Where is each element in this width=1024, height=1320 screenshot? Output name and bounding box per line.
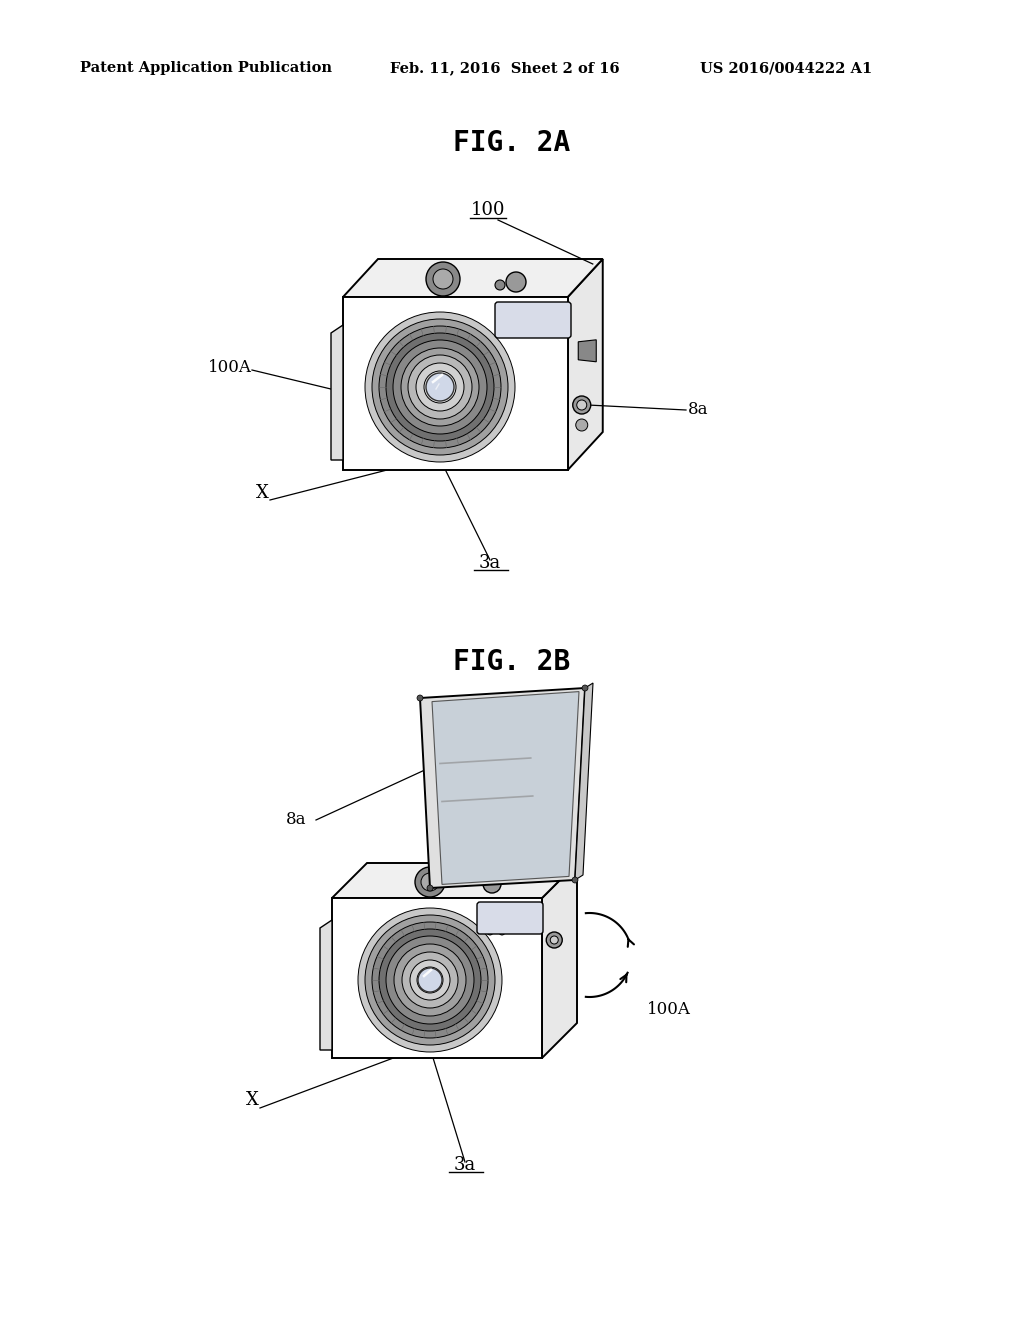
Circle shape bbox=[519, 326, 526, 334]
Polygon shape bbox=[579, 339, 596, 362]
FancyBboxPatch shape bbox=[477, 902, 543, 935]
Circle shape bbox=[483, 875, 501, 894]
Circle shape bbox=[372, 921, 488, 1038]
Circle shape bbox=[417, 968, 443, 993]
Polygon shape bbox=[343, 259, 603, 297]
Circle shape bbox=[418, 968, 442, 993]
Circle shape bbox=[572, 396, 591, 414]
Circle shape bbox=[499, 929, 505, 935]
Circle shape bbox=[379, 326, 501, 447]
Polygon shape bbox=[331, 325, 343, 459]
Text: 100: 100 bbox=[459, 717, 494, 735]
Polygon shape bbox=[332, 863, 577, 898]
Circle shape bbox=[424, 371, 456, 403]
Circle shape bbox=[358, 908, 502, 1052]
Text: 8a: 8a bbox=[688, 401, 709, 418]
Polygon shape bbox=[432, 692, 579, 884]
Circle shape bbox=[365, 915, 495, 1045]
Circle shape bbox=[506, 272, 526, 292]
Text: 100A: 100A bbox=[646, 1002, 690, 1019]
Circle shape bbox=[372, 319, 508, 455]
Text: X: X bbox=[256, 484, 268, 502]
Circle shape bbox=[386, 936, 474, 1024]
Text: FIG. 2A: FIG. 2A bbox=[454, 129, 570, 157]
Circle shape bbox=[415, 867, 445, 898]
Polygon shape bbox=[542, 863, 577, 1059]
Circle shape bbox=[426, 374, 454, 401]
Text: US 2016/0044222 A1: US 2016/0044222 A1 bbox=[700, 61, 872, 75]
Circle shape bbox=[410, 960, 450, 1001]
Text: Feb. 11, 2016  Sheet 2 of 16: Feb. 11, 2016 Sheet 2 of 16 bbox=[390, 61, 620, 75]
Polygon shape bbox=[319, 920, 332, 1049]
Circle shape bbox=[379, 929, 481, 1031]
Text: Patent Application Publication: Patent Application Publication bbox=[80, 61, 332, 75]
Circle shape bbox=[487, 929, 493, 935]
Circle shape bbox=[417, 696, 423, 701]
Circle shape bbox=[546, 932, 562, 948]
Circle shape bbox=[393, 341, 487, 434]
Circle shape bbox=[427, 884, 433, 891]
Circle shape bbox=[386, 333, 494, 441]
Circle shape bbox=[495, 280, 505, 290]
Circle shape bbox=[394, 944, 466, 1016]
Circle shape bbox=[577, 400, 587, 411]
FancyBboxPatch shape bbox=[495, 302, 571, 338]
Circle shape bbox=[575, 418, 588, 432]
Polygon shape bbox=[343, 297, 567, 470]
Polygon shape bbox=[420, 688, 585, 888]
Circle shape bbox=[402, 952, 458, 1008]
Text: 3a: 3a bbox=[479, 554, 501, 572]
Text: 3a: 3a bbox=[454, 1156, 476, 1173]
Circle shape bbox=[505, 326, 512, 334]
Circle shape bbox=[582, 685, 588, 690]
Text: FIG. 2B: FIG. 2B bbox=[454, 648, 570, 676]
Circle shape bbox=[365, 312, 515, 462]
Text: X: X bbox=[246, 1092, 258, 1109]
Polygon shape bbox=[575, 682, 593, 880]
Circle shape bbox=[421, 873, 439, 891]
Circle shape bbox=[550, 936, 558, 944]
Circle shape bbox=[572, 876, 578, 883]
Polygon shape bbox=[332, 898, 542, 1059]
Circle shape bbox=[426, 261, 460, 296]
Circle shape bbox=[433, 269, 453, 289]
Text: 100: 100 bbox=[471, 201, 505, 219]
Circle shape bbox=[416, 363, 464, 411]
Text: 8a: 8a bbox=[286, 812, 306, 829]
Circle shape bbox=[408, 355, 472, 418]
Text: 100A: 100A bbox=[208, 359, 252, 375]
Circle shape bbox=[401, 348, 479, 426]
Polygon shape bbox=[567, 259, 603, 470]
